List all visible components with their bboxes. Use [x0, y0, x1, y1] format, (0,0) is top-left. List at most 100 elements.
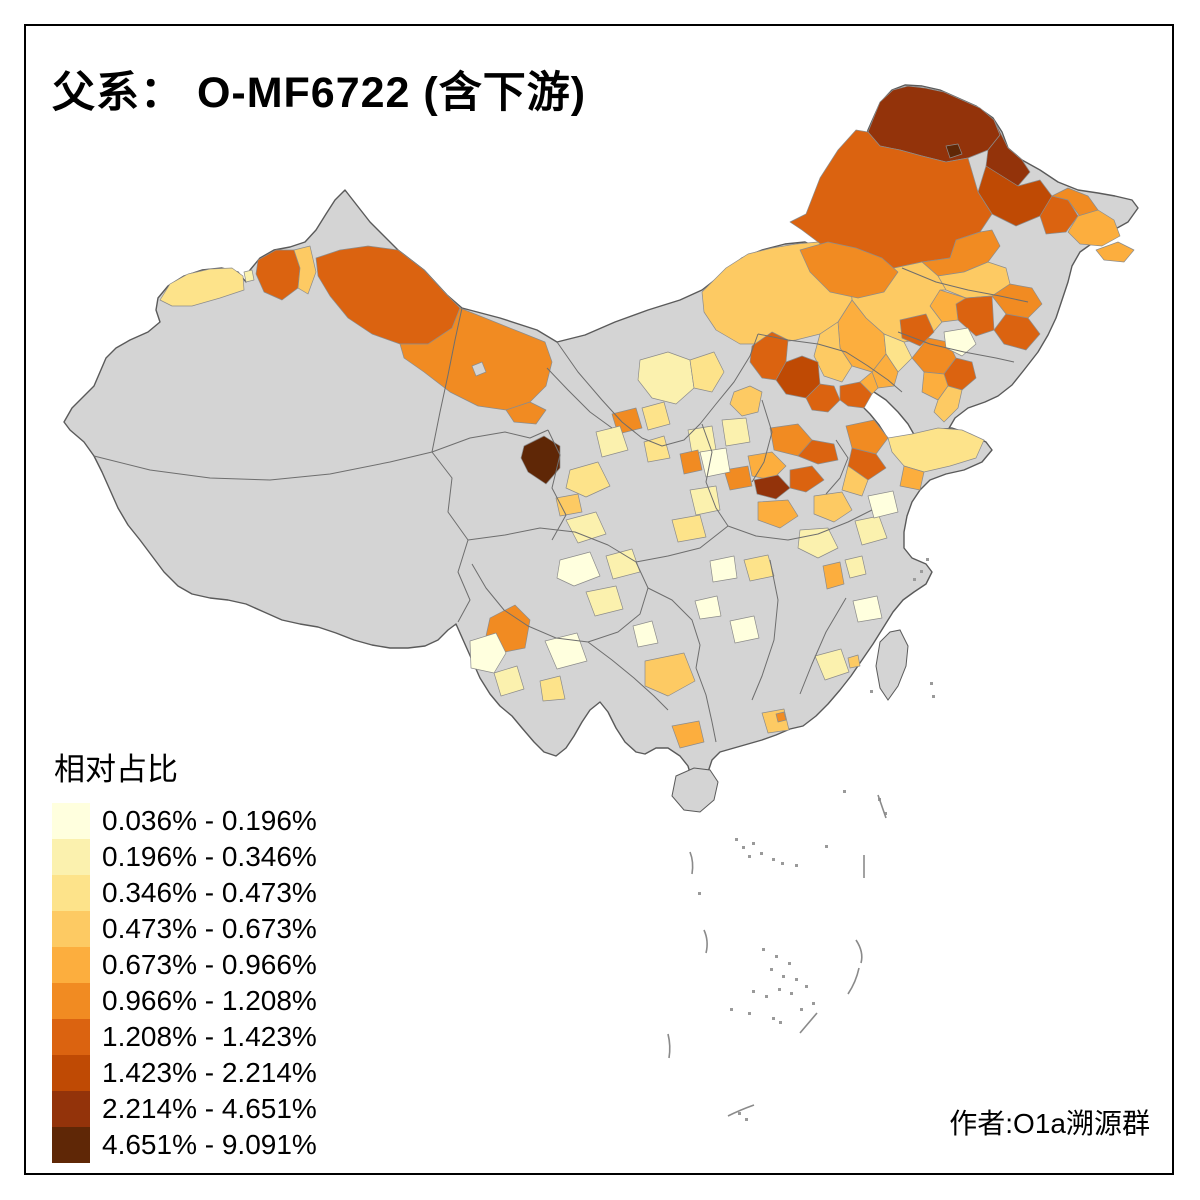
islet-speck-8 — [742, 846, 745, 849]
islet-speck-29 — [800, 1008, 803, 1011]
region-chifeng — [813, 321, 853, 383]
province-border-1 — [93, 451, 433, 481]
province-border-21 — [825, 439, 849, 495]
legend-row-3: 0.346% - 0.473% — [52, 875, 317, 911]
province-border-9 — [701, 423, 729, 527]
region-zhuhai-speck — [775, 711, 787, 723]
legend-swatch-9 — [52, 1091, 90, 1127]
region-hefei-east — [844, 555, 867, 579]
region-datong — [729, 385, 763, 417]
province-border-17 — [695, 667, 717, 743]
province-border-5 — [547, 429, 567, 541]
region-jiangsu-mid — [854, 515, 888, 546]
legend-row-7: 1.208% - 1.423% — [52, 1019, 317, 1055]
legend-label-6: 0.966% - 1.208% — [102, 985, 317, 1016]
region-ulanqab — [637, 351, 695, 405]
legend-swatch-10 — [52, 1127, 90, 1163]
province-border-6 — [546, 367, 613, 429]
region-shaanxi-mid — [689, 485, 721, 516]
legend-swatch-6 — [52, 983, 90, 1019]
region-heihe-speck — [945, 143, 963, 159]
region-xuzhou — [813, 491, 853, 523]
islet-speck-25 — [778, 988, 781, 991]
region-shandong-peninsula — [887, 427, 985, 473]
region-jiayuguan-hole — [471, 361, 487, 377]
region-fushun — [899, 313, 935, 347]
islet-speck-1 — [926, 558, 929, 561]
region-xian — [671, 514, 707, 543]
region-luoyang — [723, 465, 753, 491]
author-credit: 作者:O1a溯源群 — [949, 1108, 1150, 1139]
region-kaifeng — [789, 465, 825, 493]
islet-speck-27 — [752, 990, 755, 993]
legend-label-8: 1.423% - 2.214% — [102, 1057, 317, 1088]
region-dali — [493, 665, 525, 697]
region-jiangxi-west — [729, 615, 760, 644]
region-fuzhou-speck — [847, 654, 861, 669]
region-yangzhou — [867, 490, 899, 519]
legend-label-9: 2.214% - 4.651% — [102, 1093, 317, 1124]
province-border-4 — [431, 429, 549, 453]
islet-speck-19 — [788, 962, 791, 965]
region-baotou — [641, 401, 671, 431]
region-yunnan-west — [469, 632, 507, 674]
region-yuxi — [539, 675, 566, 702]
legend-label-3: 0.346% - 0.473% — [102, 877, 317, 908]
region-jinan — [847, 447, 887, 481]
islet-speck-28 — [812, 1002, 815, 1005]
region-fareast-tip — [1095, 241, 1135, 263]
legend-title: 相对占比 — [54, 752, 178, 787]
region-guyuan — [679, 449, 703, 475]
region-yanan — [699, 447, 731, 478]
legend-swatch-2 — [52, 839, 90, 875]
region-wuhan — [822, 561, 845, 590]
region-dalian — [933, 385, 963, 423]
region-beihai — [671, 720, 705, 749]
legend-row-1: 0.036% - 0.196% — [52, 803, 317, 839]
islet-speck-30 — [772, 1017, 775, 1020]
region-ili-speck — [243, 269, 255, 283]
province-border-18 — [901, 267, 1029, 303]
region-zhangye — [505, 401, 547, 425]
region-fuxin — [883, 333, 913, 373]
boundary-dash-2 — [689, 851, 694, 875]
legend-rows: 0.036% - 0.196% 0.196% - 0.346% 0.346% - 0… — [52, 803, 317, 1163]
legend-swatch-3 — [52, 875, 90, 911]
legend-label-4: 0.473% - 0.673% — [102, 913, 317, 944]
islet-speck-20 — [770, 968, 773, 971]
region-zhengzhou — [753, 474, 791, 500]
region-xining — [520, 435, 561, 485]
legend-row-10: 4.651% - 9.091% — [52, 1127, 317, 1163]
legend-label-7: 1.208% - 1.423% — [102, 1021, 317, 1052]
boundary-dash-6 — [799, 1012, 818, 1034]
region-sichuan-north — [556, 551, 601, 587]
region-longnan — [565, 511, 607, 544]
province-border-2 — [431, 307, 463, 453]
region-chengdu — [585, 585, 624, 617]
islet-speck-12 — [772, 858, 775, 861]
region-linxia — [555, 493, 583, 517]
boundary-dash-3 — [703, 929, 708, 954]
legend-swatch-1 — [52, 803, 90, 839]
islet-speck-31 — [779, 1021, 782, 1024]
island-hainan — [671, 767, 719, 813]
islet-speck-24 — [790, 992, 793, 995]
islet-speck-4 — [843, 790, 846, 793]
islet-speck-21 — [782, 975, 785, 978]
islet-speck-26 — [765, 995, 768, 998]
legend-row-8: 1.423% - 2.214% — [52, 1055, 317, 1091]
region-nanyang — [757, 499, 799, 529]
region-shanxi-mid — [721, 417, 751, 447]
boundary-dash-8 — [727, 1104, 755, 1117]
region-yinchuan — [643, 435, 671, 463]
province-border-16 — [799, 597, 847, 695]
province-border-11 — [727, 509, 873, 541]
boundary-dash-7 — [667, 1033, 671, 1059]
region-jiuquan — [399, 307, 553, 411]
islet-speck-38 — [932, 695, 935, 698]
province-border-13 — [587, 641, 669, 711]
islet-speck-36 — [870, 690, 873, 693]
legend-label-1: 0.036% - 0.196% — [102, 805, 317, 836]
region-hengshui — [797, 439, 839, 465]
